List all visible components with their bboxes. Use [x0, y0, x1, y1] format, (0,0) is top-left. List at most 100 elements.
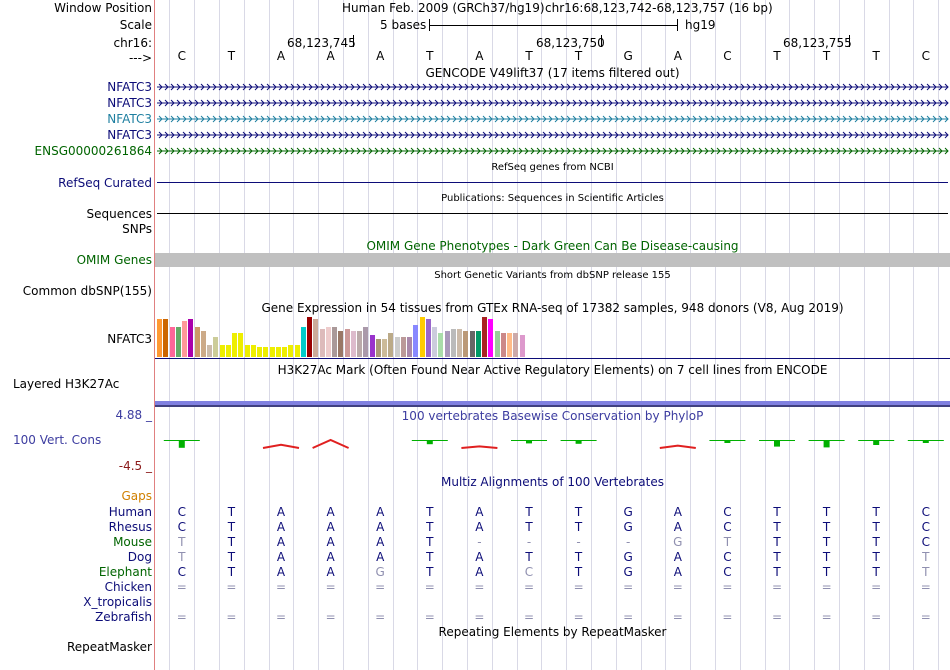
gtex-tissue-bar[interactable]	[232, 333, 237, 357]
species-label[interactable]: Human	[108, 505, 152, 519]
phylop-bar[interactable]	[411, 440, 448, 441]
h3k27ac-label[interactable]: Layered H3K27Ac	[13, 377, 120, 391]
gtex-tissue-bar[interactable]	[407, 337, 412, 357]
gtex-tissue-bar[interactable]	[332, 327, 337, 357]
gtex-tissue-bar[interactable]	[463, 331, 469, 357]
gtex-tissue-bar[interactable]	[219, 345, 225, 357]
phylop-bar[interactable]	[560, 440, 597, 441]
cons-track-label[interactable]: 100 Vert. Cons	[13, 433, 102, 447]
track-image-area[interactable]: Human Feb. 2009 (GRCh37/hg19) chr16:68,1…	[155, 0, 950, 670]
gtex-tissue-bar[interactable]	[282, 347, 287, 357]
gtex-tissue-bar[interactable]	[482, 317, 487, 357]
gtex-tissue-bar[interactable]	[413, 325, 419, 357]
gtex-tissue-bar[interactable]	[194, 327, 200, 357]
gtex-tissue-bar[interactable]	[157, 319, 162, 357]
phylop-negative-peak[interactable]	[262, 443, 300, 449]
gtex-tissue-bar[interactable]	[175, 327, 181, 357]
gtex-tissue-bar[interactable]	[244, 345, 250, 357]
dbsnp-label[interactable]: Common dbSNP(155)	[22, 284, 152, 298]
species-label[interactable]: Mouse	[113, 535, 152, 549]
species-label[interactable]: Elephant	[98, 565, 152, 579]
gtex-tissue-bar[interactable]	[200, 331, 206, 357]
omim-genes-label[interactable]: OMIM Genes	[76, 253, 152, 267]
gtex-tissue-bar[interactable]	[500, 333, 506, 357]
gtex-tissue-bar[interactable]	[238, 333, 244, 357]
phylop-bar[interactable]	[709, 440, 746, 441]
refseq-gene-line[interactable]	[157, 182, 948, 183]
gencode-gene-models[interactable]	[155, 80, 950, 160]
gtex-tissue-bar[interactable]	[300, 327, 306, 357]
gtex-tissue-bar[interactable]	[275, 347, 281, 357]
phylop-bar-core[interactable]	[922, 441, 929, 443]
phylop-bar-core[interactable]	[178, 441, 185, 448]
gtex-tissue-bar[interactable]	[325, 327, 331, 357]
gtex-tissue-bar[interactable]	[163, 319, 169, 357]
phylop-bar-core[interactable]	[873, 441, 880, 445]
gtex-tissue-bar[interactable]	[207, 345, 212, 357]
phylop-bar-core[interactable]	[724, 441, 731, 443]
species-label[interactable]: Chicken	[104, 580, 152, 594]
gtex-tissue-bar[interactable]	[457, 329, 462, 357]
snps-label[interactable]: SNPs	[122, 222, 152, 236]
phylop-bar[interactable]	[511, 440, 547, 441]
repeatmasker-label[interactable]: RepeatMasker	[66, 640, 152, 654]
phylop-bar-core[interactable]	[823, 441, 830, 448]
gtex-tissue-bar[interactable]	[319, 329, 325, 357]
gtex-tissue-bar[interactable]	[225, 345, 231, 357]
gtex-tissue-bar[interactable]	[438, 333, 444, 357]
gtex-tissue-bar[interactable]	[394, 337, 400, 357]
publications-line[interactable]	[157, 213, 948, 214]
gtex-tissue-bar[interactable]	[494, 331, 500, 357]
species-label[interactable]: Rhesus	[108, 520, 152, 534]
phylop-bar[interactable]	[163, 440, 200, 441]
h3k27ac-signal[interactable]	[155, 401, 950, 405]
gtex-tissue-bar[interactable]	[469, 331, 475, 357]
gene-label-nfatc3-1[interactable]: NFATC3	[107, 80, 152, 94]
gtex-tissue-bar[interactable]	[169, 327, 175, 357]
gtex-tissue-bar[interactable]	[250, 345, 256, 357]
phylop-bar[interactable]	[858, 440, 895, 441]
gene-label-nfatc3-2[interactable]: NFATC3	[107, 96, 152, 110]
gtex-tissue-bar[interactable]	[519, 335, 525, 357]
gtex-tissue-bar[interactable]	[188, 319, 194, 357]
phylop-negative-peak[interactable]	[461, 445, 498, 449]
gtex-tissue-bar[interactable]	[269, 347, 275, 357]
phylop-negative-peak[interactable]	[659, 444, 696, 449]
omim-band[interactable]	[155, 253, 950, 267]
gtex-tissue-bar[interactable]	[507, 333, 512, 357]
gtex-tissue-bar[interactable]	[263, 347, 269, 357]
gtex-tissue-bar[interactable]	[338, 331, 344, 357]
gtex-tissue-bar[interactable]	[513, 333, 519, 357]
gtex-tissue-bar[interactable]	[450, 329, 456, 357]
gtex-tissue-bar[interactable]	[488, 319, 494, 357]
gene-label-nfatc3-4[interactable]: NFATC3	[107, 128, 152, 142]
species-label[interactable]: Dog	[127, 550, 152, 564]
gtex-tissue-bar[interactable]	[363, 327, 369, 357]
phylop-negative-peak[interactable]	[312, 438, 350, 449]
gtex-gene-label[interactable]: NFATC3	[107, 332, 152, 346]
gtex-tissue-bar[interactable]	[375, 339, 381, 357]
gtex-tissue-bar[interactable]	[350, 331, 356, 357]
gtex-tissue-bar[interactable]	[182, 321, 187, 357]
phylop-bar-core[interactable]	[526, 441, 532, 444]
gtex-bar-chart[interactable]	[155, 317, 950, 357]
gtex-tissue-bar[interactable]	[400, 337, 406, 357]
phylop-bar-core[interactable]	[774, 441, 780, 447]
species-label[interactable]: Zebrafish	[95, 610, 152, 624]
phylop-bar[interactable]	[759, 440, 795, 441]
phylop-conservation-plot[interactable]	[155, 420, 950, 470]
gene-label-ensg[interactable]: ENSG00000261864	[34, 144, 152, 158]
species-label[interactable]: X_tropicalis	[83, 595, 152, 609]
gtex-tissue-bar[interactable]	[369, 335, 375, 357]
gtex-tissue-bar[interactable]	[294, 345, 300, 357]
gtex-tissue-bar[interactable]	[432, 327, 437, 357]
phylop-bar-core[interactable]	[426, 441, 433, 445]
gtex-tissue-bar[interactable]	[357, 331, 362, 357]
gtex-tissue-bar[interactable]	[382, 339, 387, 357]
phylop-bar[interactable]	[907, 440, 944, 441]
gtex-tissue-bar[interactable]	[444, 331, 450, 357]
sequences-label[interactable]: Sequences	[86, 207, 152, 221]
gtex-tissue-bar[interactable]	[213, 337, 219, 357]
gtex-tissue-bar[interactable]	[419, 317, 425, 357]
gtex-tissue-bar[interactable]	[307, 317, 312, 357]
